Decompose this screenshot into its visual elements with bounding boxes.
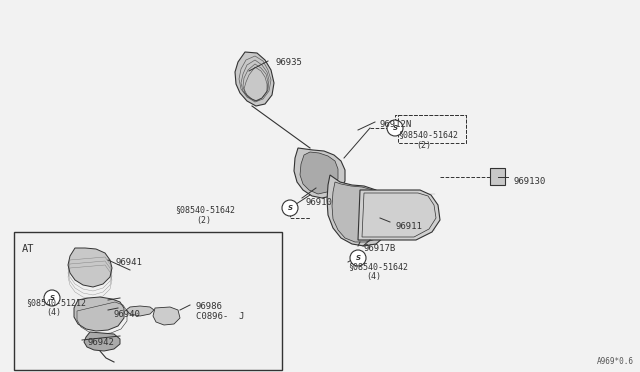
Polygon shape [327, 175, 388, 246]
Text: §08540-51642: §08540-51642 [175, 205, 235, 214]
Text: 96912N: 96912N [380, 120, 412, 129]
Text: (2): (2) [416, 141, 431, 150]
Text: §08540-51642: §08540-51642 [398, 130, 458, 139]
Text: §08540-51642: §08540-51642 [348, 262, 408, 271]
Text: S: S [49, 295, 54, 301]
Text: A969*0.6: A969*0.6 [597, 357, 634, 366]
Text: S: S [355, 255, 360, 261]
Text: 96940: 96940 [114, 310, 141, 319]
Text: (2): (2) [196, 216, 211, 225]
Polygon shape [490, 168, 505, 185]
Circle shape [387, 120, 403, 136]
Text: (4): (4) [366, 272, 381, 281]
Text: (4): (4) [46, 308, 61, 317]
Circle shape [282, 200, 298, 216]
Polygon shape [84, 332, 120, 351]
Text: 969130: 969130 [514, 177, 547, 186]
Text: S: S [392, 125, 397, 131]
Polygon shape [358, 190, 440, 240]
Text: 96942: 96942 [88, 338, 115, 347]
Polygon shape [68, 248, 112, 287]
Text: AT: AT [22, 244, 35, 254]
Polygon shape [294, 148, 345, 198]
Text: 96986: 96986 [196, 302, 223, 311]
Text: 96935: 96935 [276, 58, 303, 67]
Circle shape [44, 290, 60, 306]
Polygon shape [332, 182, 385, 242]
Bar [398, 115, 466, 143]
Polygon shape [300, 152, 338, 194]
Text: 96941: 96941 [115, 258, 142, 267]
Text: C0896-  J: C0896- J [196, 312, 244, 321]
Text: 96910: 96910 [306, 198, 333, 207]
Bar [14, 232, 282, 370]
Polygon shape [153, 307, 180, 325]
Text: S: S [287, 205, 292, 211]
Polygon shape [74, 297, 124, 331]
Polygon shape [126, 306, 154, 316]
Text: 96917B: 96917B [363, 244, 396, 253]
Polygon shape [235, 52, 274, 106]
Text: §08540-51212: §08540-51212 [26, 298, 86, 307]
Circle shape [350, 250, 366, 266]
Text: 96911: 96911 [396, 222, 423, 231]
